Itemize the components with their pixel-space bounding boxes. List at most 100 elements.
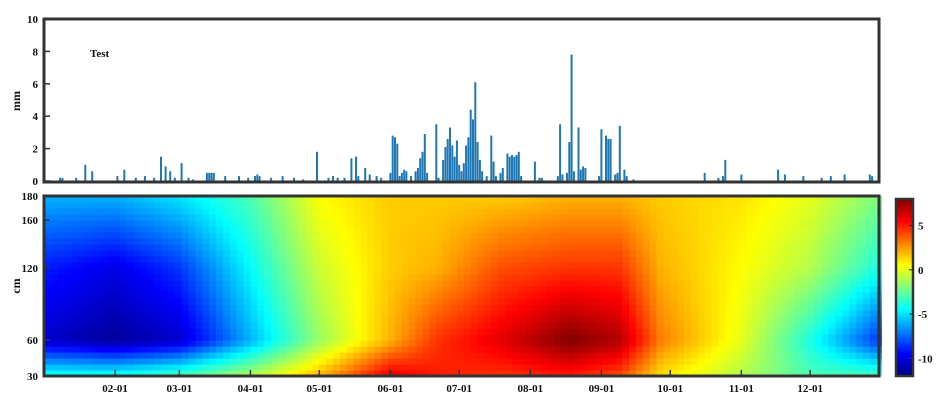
heatmap-cell [133,196,141,203]
heatmap-cell [44,250,52,257]
heatmap-cell [450,238,458,245]
heatmap-cell [512,250,520,257]
heatmap-cell [408,208,417,215]
heatmap-cell [346,358,355,365]
heatmap-cell [408,238,417,245]
heatmap-cell [305,238,313,245]
heatmap-cell [312,364,320,371]
heatmap-cell [532,262,541,269]
heatmap-cell [463,262,472,269]
heatmap-cell [381,352,389,359]
heatmap-cell [395,292,403,299]
heatmap-cell [828,244,836,251]
heatmap-cell [243,262,252,269]
heatmap-cell [57,196,66,203]
heatmap-cell [649,226,658,233]
heatmap-cell [415,334,424,341]
precipitation-bar [437,177,440,181]
heatmap-cell [422,208,430,215]
heatmap-cell [229,304,238,311]
heatmap-cell [484,286,492,293]
heatmap-cell [787,238,795,245]
heatmap-cell [842,280,850,287]
heatmap-cell [711,286,719,293]
heatmap-cell [759,334,768,341]
heatmap-cell [773,220,781,227]
heatmap-cell [684,328,692,335]
heatmap-cell [862,280,871,287]
heatmap-cell [622,274,630,281]
heatmap-cell [814,280,823,287]
heatmap-cell [64,322,73,329]
heatmap-cell [862,292,871,299]
heatmap-cell [477,262,486,269]
heatmap-cell [57,364,66,371]
heatmap-cell [312,280,320,287]
heatmap-cell [195,310,203,317]
heatmap-cell [560,202,568,209]
heatmap-cell [161,340,169,347]
heatmap-cell [401,364,410,371]
heatmap-cell [105,208,114,215]
heatmap-cell [594,214,602,221]
heatmap-cell [505,196,513,203]
heatmap-cell [367,202,375,209]
heatmap-cell [807,238,816,245]
heatmap-cell [752,232,761,239]
heatmap-cell [512,244,520,251]
heatmap-cell [794,262,802,269]
heatmap-cell [264,274,272,281]
heatmap-cell [732,358,740,365]
heatmap-cell [801,196,809,203]
heatmap-cell [257,340,265,347]
heatmap-cell [291,232,300,239]
heatmap-cell [732,292,740,299]
heatmap-cell [202,328,210,335]
heatmap-cell [388,250,396,257]
heatmap-cell [161,232,169,239]
heatmap-cell [580,196,589,203]
heatmap-cell [656,298,664,305]
heatmap-cell [629,244,637,251]
heatmap-cell [333,346,341,353]
heatmap-cell [216,262,224,269]
heatmap-cell [202,232,210,239]
heatmap-cell [119,292,128,299]
heatmap-cell [869,304,878,311]
heatmap-cell [181,238,190,245]
heatmap-cell [635,214,644,221]
heatmap-cell [629,370,637,377]
heatmap-cell [133,310,141,317]
heatmap-cell [395,358,403,365]
heatmap-cell [388,268,396,275]
heatmap-cell [746,286,754,293]
heatmap-cell [869,322,878,329]
heatmap-cell [202,208,210,215]
heatmap-cell [690,292,699,299]
heatmap-cell [780,322,788,329]
heatmap-cell [608,310,616,317]
heatmap-cell [801,220,809,227]
heatmap-cell [869,220,878,227]
heatmap-cell [766,328,775,335]
heatmap-cell [629,280,637,287]
heatmap-cell [869,334,878,341]
heatmap-cell [849,352,857,359]
heatmap-cell [250,274,258,281]
heatmap-cell [161,334,169,341]
heatmap-cell [167,304,176,311]
heatmap-cell [64,358,73,365]
heatmap-cell [271,196,279,203]
heatmap-cell [305,268,313,275]
heatmap-cell [725,274,733,281]
heatmap-cell [787,202,795,209]
heatmap-cell [635,292,644,299]
heatmap-cell [243,232,252,239]
heatmap-cell [718,280,726,287]
precipitation-bar [556,176,559,181]
heatmap-cell [746,238,754,245]
heatmap-cell [181,280,190,287]
heatmap-cell [346,244,355,251]
heatmap-cell [353,208,362,215]
